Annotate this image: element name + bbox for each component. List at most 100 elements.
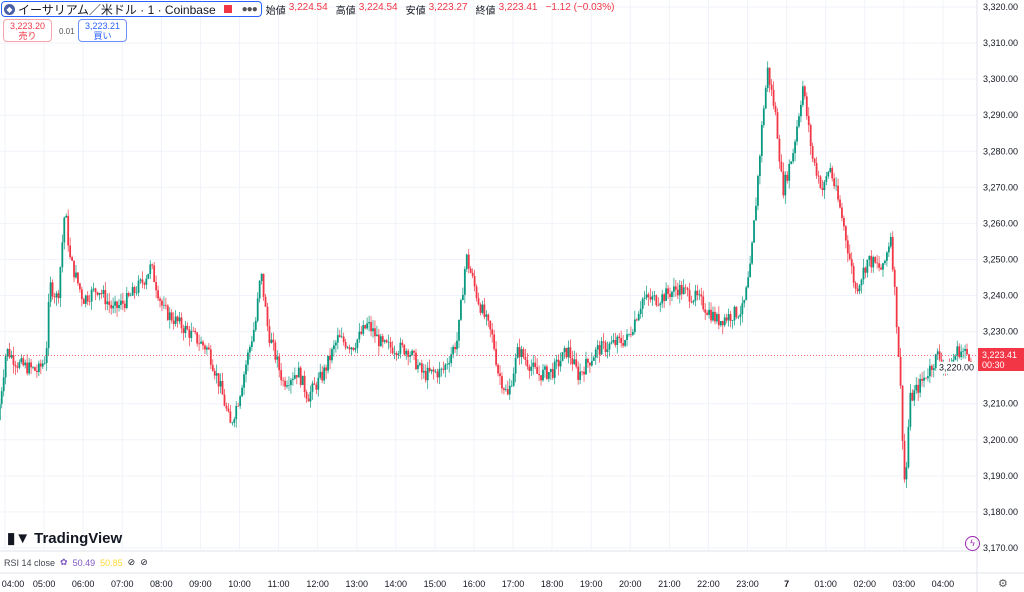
candle-body [729,314,732,321]
candle-body [374,328,376,337]
candle-body [805,96,808,117]
candle-body [137,280,140,293]
candle-body [235,405,238,420]
candle-body [626,334,628,341]
candle-body [839,199,841,208]
candle-body [733,306,736,321]
candle-body [540,375,542,381]
candle-body [727,314,730,321]
candle-body [645,294,648,298]
candle-body [368,322,370,324]
candle-body [448,362,451,365]
flag-icon[interactable] [223,5,232,13]
high-value: 3,224.54 [358,1,398,13]
candle-body [168,312,171,320]
candle-body [417,364,419,370]
candle-body [106,301,109,305]
candle-body [325,367,328,371]
candle-body [856,288,859,292]
candle-body [397,353,400,356]
candle-body [131,287,134,296]
candle-body [219,381,222,387]
candle-body [389,341,392,348]
candle-body [809,125,812,147]
low-value: 3,223.27 [428,1,468,13]
candle-body [616,336,619,345]
candle-body [262,273,265,297]
candle-body [135,292,138,294]
candle-body [49,282,52,303]
candle-body [149,264,152,274]
candle-body [12,355,15,365]
hidden-icon[interactable]: ⊘ [140,557,148,567]
candle-body [717,314,720,326]
rsi-value: 50.49 [72,557,96,568]
y-tick-label: 3,240.00 [983,291,1018,301]
candle-body [225,405,228,409]
candle-body [32,367,34,368]
sell-button[interactable]: 3,223.20 売り [3,19,52,42]
candle-body [370,322,372,332]
y-tick-label: 3,220.00 [939,363,974,373]
candle-body [915,384,918,391]
y-tick-label: 3,170.00 [983,543,1018,553]
candle-body [581,371,583,373]
candle-body [157,290,159,299]
candle-body [196,332,199,344]
candle-body [233,419,236,423]
x-tick-label: 17:00 [502,579,525,589]
candle-body [395,352,398,356]
candle-body [170,312,173,321]
more-icon[interactable]: ●●● [241,3,258,15]
candle-body [712,311,714,321]
candle-body [18,362,21,368]
lightning-icon[interactable]: ϟ [965,536,980,551]
high-label: 高値 [335,5,356,17]
candle-body [516,347,519,358]
gear-icon[interactable]: ⚙ [998,578,1008,590]
candle-body [604,342,607,352]
candle-body [643,297,646,299]
x-tick-label: 15:00 [424,579,447,589]
candle-body [133,287,136,293]
candle-body [293,375,296,379]
candle-body [75,272,77,278]
candle-body [610,342,613,344]
candle-body [202,341,204,346]
candle-body [592,357,595,361]
rsi-ma-value: 50.85 [100,557,123,568]
x-tick-label: 19:00 [580,579,603,589]
buy-button[interactable]: 3,223.21 買い [78,19,127,42]
x-tick-label: 18:00 [541,579,564,589]
candle-body [358,331,361,340]
candle-body [334,342,337,346]
rsi-settings-icon[interactable]: ✿ [60,557,68,567]
candle-body [653,295,656,297]
candle-body [82,299,85,304]
candle-body [460,300,462,320]
candle-body [571,358,574,365]
candle-body [55,293,58,298]
candle-body [311,383,314,392]
rsi-legend[interactable]: RSI 14 close ✿ 50.49 50.85 ⊘ ⊘ [4,557,148,568]
candle-body [594,349,597,358]
candle-body [71,257,73,261]
candle-body [207,347,210,350]
candle-body [841,207,843,218]
candle-body [163,304,165,306]
low-label: 安値 [405,5,426,17]
candle-body [303,375,306,393]
logo-text: TradingView [34,529,123,547]
candle-body [0,403,1,420]
tradingview-logo[interactable]: ▮▼ TradingView [7,529,123,548]
candle-body [510,385,513,387]
candle-body [917,384,920,393]
last-price-label: 3,223.41 00:30 [978,348,1024,371]
candle-body [782,171,785,196]
hidden-icon[interactable]: ⊘ [127,557,136,567]
candle-body [249,346,251,353]
candle-body [874,257,877,263]
symbol-title[interactable]: ◆ イーサリアム／米ドル · 1 · Coinbase ●●● [1,1,262,17]
candle-body [606,349,609,352]
